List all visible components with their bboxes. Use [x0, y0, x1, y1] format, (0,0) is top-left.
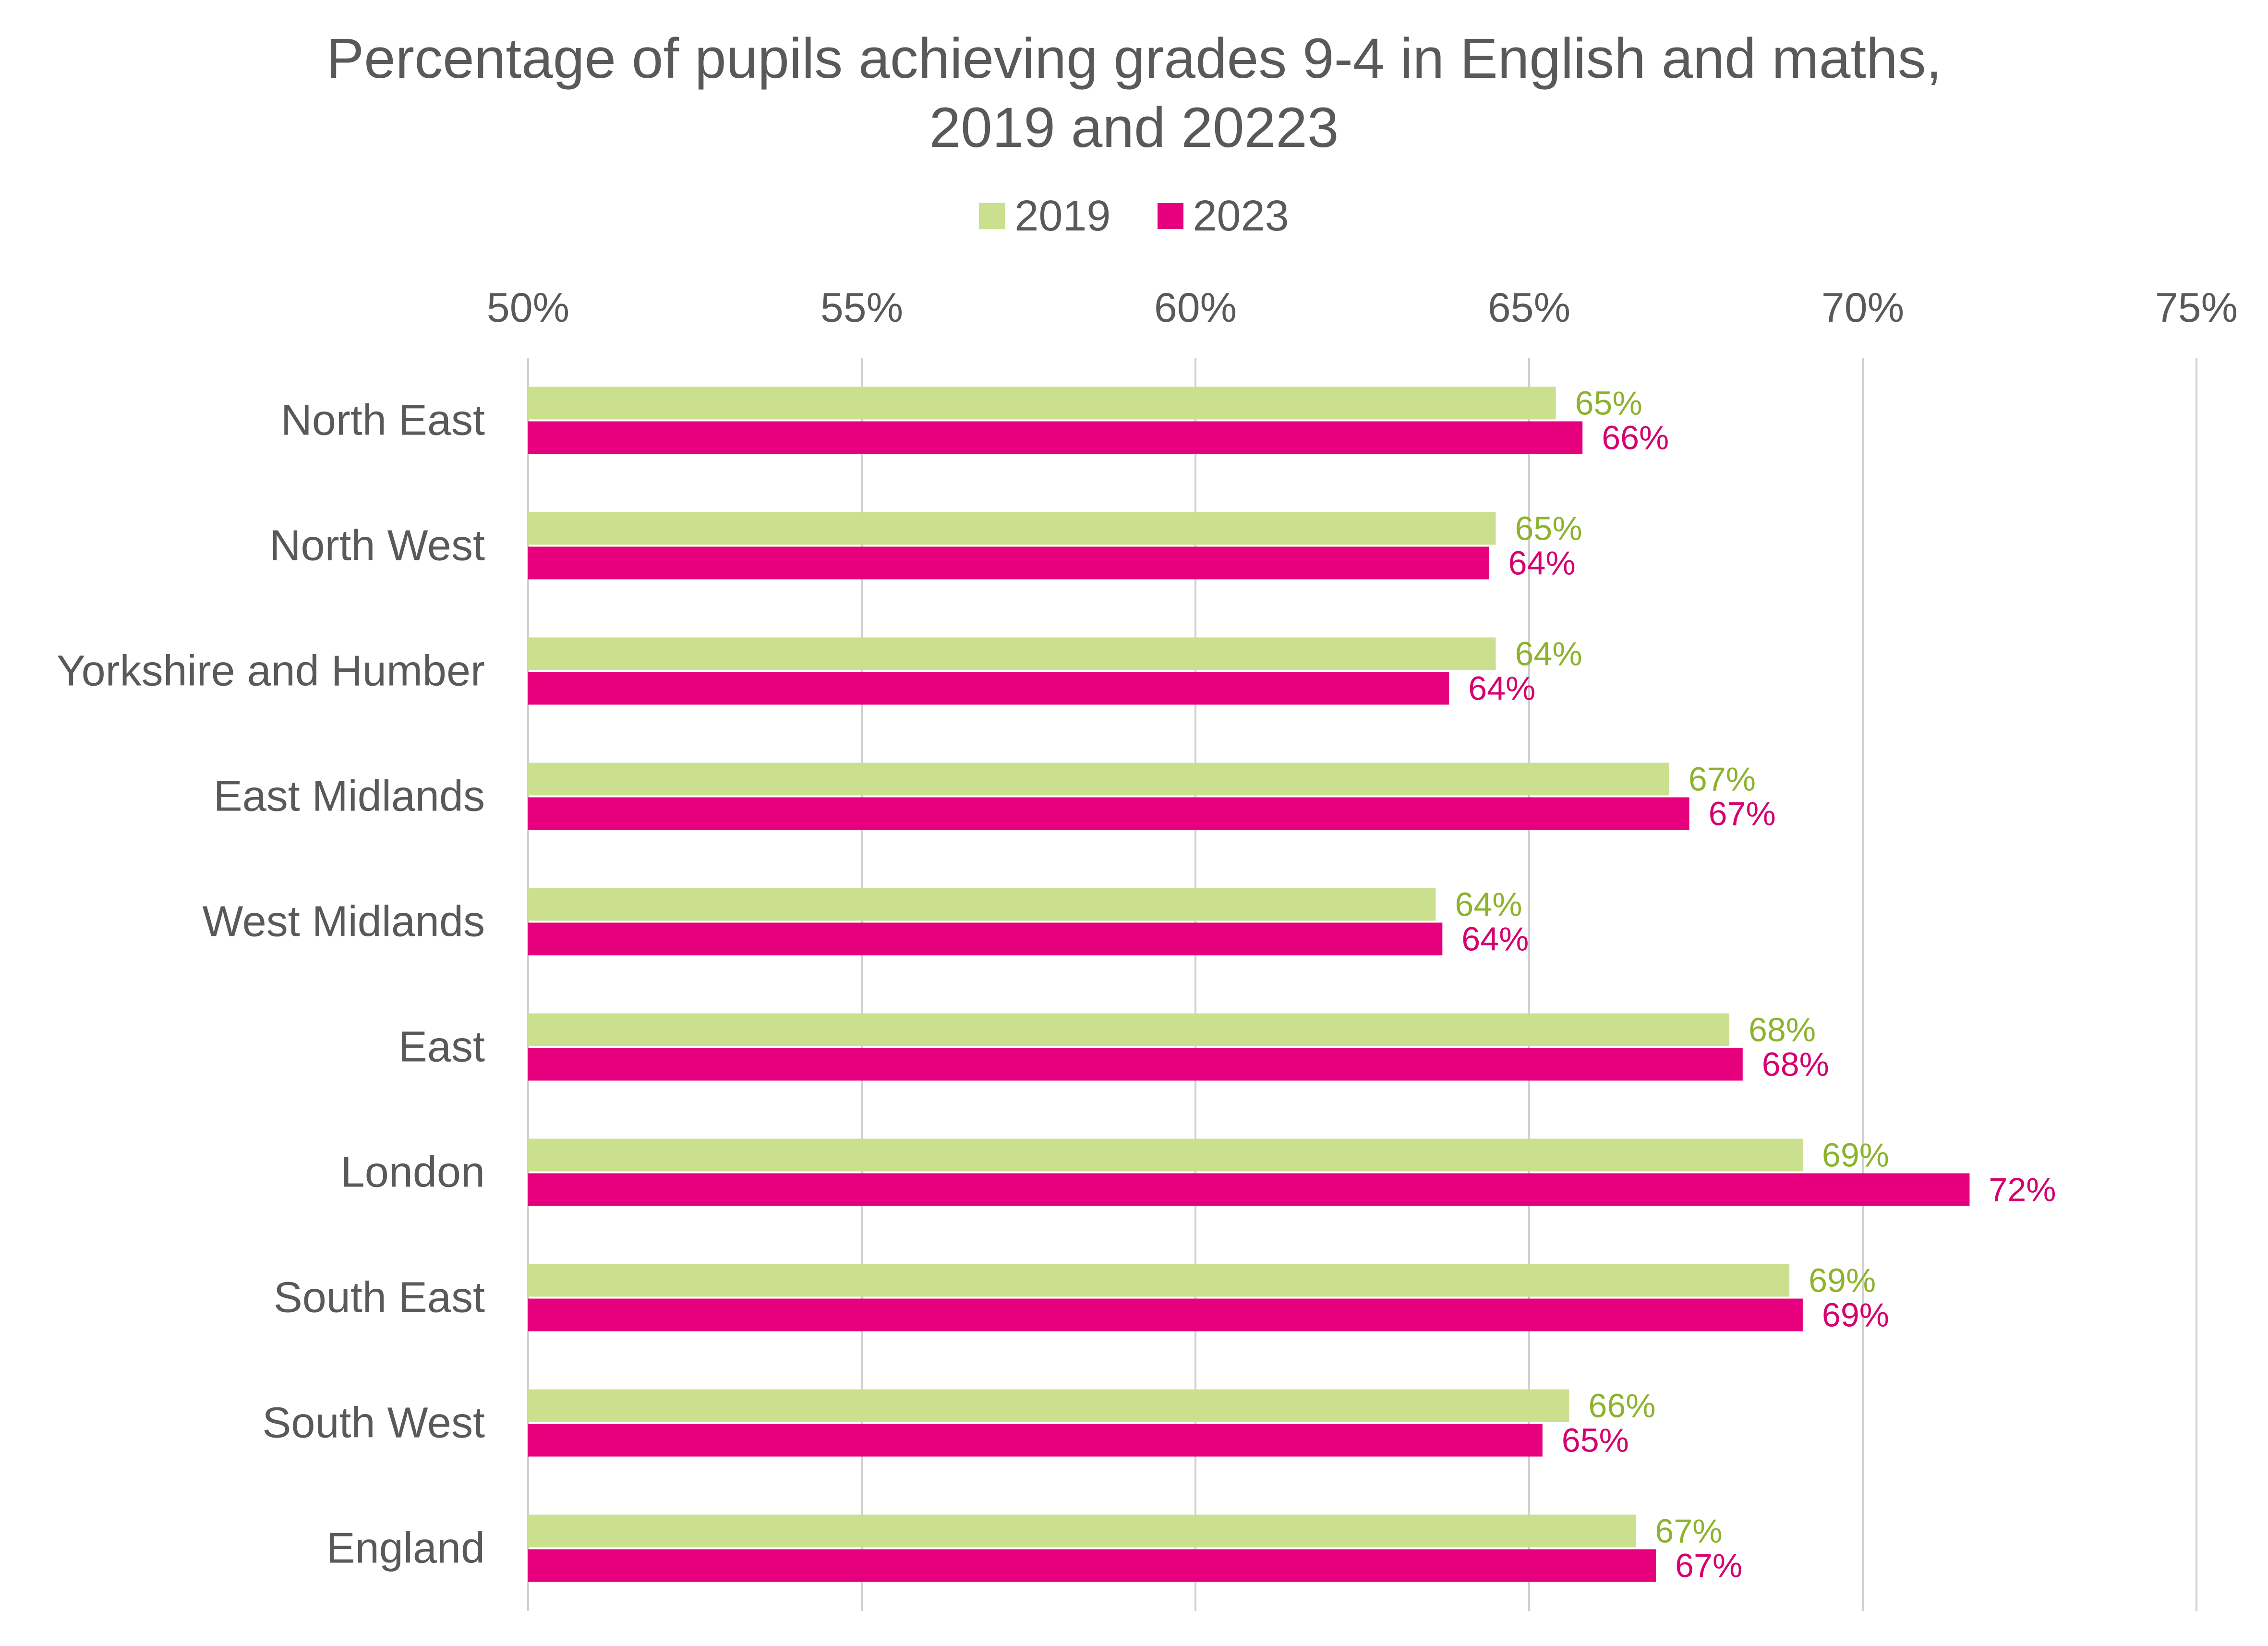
bar-2023-south-west	[528, 1424, 1543, 1457]
data-label-2019-east-midlands: 67%	[1689, 761, 1756, 798]
bar-2019-north-east	[528, 387, 1556, 420]
category-label-east-midlands: East Midlands	[214, 773, 485, 821]
data-label-2019-east: 68%	[1749, 1011, 1816, 1049]
data-label-2019-south-west: 66%	[1588, 1387, 1655, 1425]
bar-2019-south-east	[528, 1264, 1790, 1297]
legend-item-2019: 2019	[979, 192, 1110, 241]
data-label-2023-england: 67%	[1675, 1547, 1742, 1585]
data-label-2019-yorkshire-and-humber: 64%	[1515, 635, 1582, 673]
bar-2023-east	[528, 1048, 1743, 1081]
category-label-south-west: South West	[262, 1399, 485, 1447]
category-label-north-east: North East	[281, 397, 485, 445]
data-label-2023-east-midlands: 67%	[1709, 795, 1776, 833]
data-label-2019-south-east: 69%	[1809, 1262, 1876, 1299]
bar-2019-england	[528, 1514, 1636, 1548]
bar-2023-west-midlands	[528, 922, 1443, 956]
bar-2019-east	[528, 1013, 1729, 1046]
category-label-london: London	[341, 1149, 485, 1197]
data-label-2019-england: 67%	[1655, 1513, 1722, 1550]
x-tick-label-60: 60%	[1154, 285, 1237, 331]
bar-2019-west-midlands	[528, 888, 1436, 921]
bar-2019-yorkshire-and-humber	[528, 637, 1496, 670]
data-label-2023-west-midlands: 64%	[1461, 920, 1529, 958]
x-tick-label-55: 55%	[820, 285, 903, 331]
bar-2019-south-west	[528, 1389, 1569, 1422]
bar-2023-south-east	[528, 1298, 1803, 1331]
category-label-west-midlands: West Midlands	[202, 898, 485, 946]
chart-title-line-2: 2019 and 20223	[929, 96, 1339, 159]
x-tick-label-65: 65%	[1488, 285, 1570, 331]
bar-2019-north-west	[528, 512, 1496, 545]
data-label-2019-north-west: 65%	[1515, 510, 1582, 547]
data-label-2023-south-east: 69%	[1822, 1296, 1889, 1334]
category-label-south-east: South East	[274, 1274, 485, 1322]
legend-label-2023: 2023	[1193, 192, 1289, 240]
data-label-2023-yorkshire-and-humber: 64%	[1468, 670, 1535, 707]
bar-2019-east-midlands	[528, 762, 1669, 796]
x-tick-label-70: 70%	[1822, 285, 1904, 331]
bar-2023-england	[528, 1549, 1656, 1582]
data-label-2023-north-west: 64%	[1508, 545, 1576, 582]
legend-swatch-2023	[1157, 203, 1183, 229]
legend-swatch-2019	[979, 203, 1005, 229]
x-tick-label-75: 75%	[2155, 285, 2238, 331]
data-label-2023-london: 72%	[1989, 1171, 2056, 1209]
data-label-2023-north-east: 66%	[1602, 419, 1669, 457]
bar-2023-north-east	[528, 421, 1583, 454]
legend: 2019 2023	[0, 190, 2268, 241]
data-label-2019-london: 69%	[1822, 1137, 1889, 1174]
data-label-2019-north-east: 65%	[1575, 385, 1642, 422]
data-label-2023-south-west: 65%	[1562, 1422, 1629, 1459]
category-label-east: East	[398, 1023, 485, 1071]
bar-2023-east-midlands	[528, 797, 1689, 830]
category-label-england: England	[326, 1525, 485, 1573]
bar-2023-london	[528, 1173, 1970, 1206]
legend-item-2023: 2023	[1157, 192, 1289, 241]
chart-title-line-1: Percentage of pupils achieving grades 9-…	[326, 27, 1942, 90]
category-label-yorkshire-and-humber: Yorkshire and Humber	[57, 647, 485, 695]
data-label-2023-east: 68%	[1762, 1046, 1829, 1083]
legend-label-2019: 2019	[1014, 192, 1111, 240]
category-label-north-west: North West	[270, 522, 485, 570]
x-tick-label-50: 50%	[487, 285, 569, 331]
bar-2023-yorkshire-and-humber	[528, 672, 1449, 705]
bar-2019-london	[528, 1138, 1803, 1172]
data-label-2019-west-midlands: 64%	[1455, 886, 1522, 923]
bar-2023-north-west	[528, 546, 1489, 580]
